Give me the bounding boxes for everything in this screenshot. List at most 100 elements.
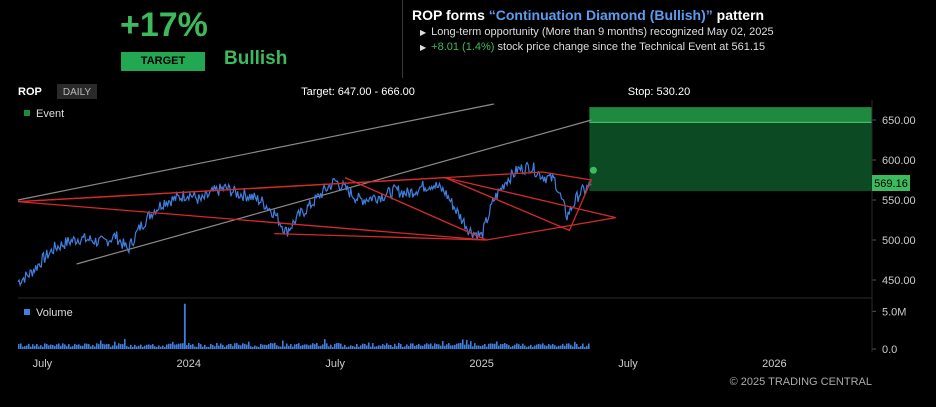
volume-bar [112,345,114,349]
volume-bar [108,343,110,349]
pattern-name-link[interactable]: “Continuation Diamond (Bullish)” [488,7,713,23]
volume-bar [404,346,406,349]
volume-bar [588,343,590,349]
volume-bar [200,344,202,349]
volume-bar [386,343,388,349]
volume-bar [524,345,526,349]
volume-bar [352,346,354,349]
volume-bar [516,343,518,349]
volume-bar [468,344,470,349]
volume-bar [498,345,500,349]
volume-bar [194,346,196,349]
volume-bar [82,345,84,349]
volume-bar [420,345,422,349]
volume-bar [56,344,58,349]
volume-bar [454,344,456,349]
target-text: Target: 647.00 - 666.00 [301,86,415,98]
volume-bar [364,343,366,349]
volume-bar [36,344,38,349]
volume-bar [530,344,532,349]
volume-bar [252,346,254,349]
volume-bar [66,346,68,349]
volume-bar [586,345,588,349]
volume-bar [366,345,368,349]
volume-bar [374,346,376,349]
volume-bar [378,345,380,349]
header-divider [402,0,403,78]
volume-bar [556,346,558,349]
volume-bar [180,343,182,349]
volume-bar [20,343,22,349]
interval-button[interactable]: DAILY [63,87,91,98]
volume-bar [102,343,104,349]
volume-bar [100,340,102,349]
event-marker[interactable] [589,166,597,174]
volume-bar [406,344,408,349]
volume-bar [532,346,534,349]
volume-bar [160,346,162,349]
interval-button-bg[interactable] [57,84,97,99]
target-range-band [589,107,872,123]
volume-bar [310,344,312,349]
price-chart-svg[interactable]: ROP DAILY Target: 647.00 - 666.00 Stop: … [0,82,936,402]
volume-bar [242,343,244,349]
volume-bar [570,344,572,349]
volume-bar [578,346,580,349]
volume-bar [254,345,256,349]
price-change-text: stock price change since the Technical E… [494,41,766,53]
volume-bar [442,341,444,349]
volume-bar [62,343,64,349]
volume-bar [334,343,336,349]
target-badge: TARGET [121,52,205,71]
volume-bar [204,344,206,349]
volume-bar [42,346,44,349]
volume-bar [554,345,556,349]
volume-bar [536,344,538,349]
volume-bar [276,345,278,349]
volume-bar [268,344,270,349]
volume-bar [314,344,316,349]
volume-bar [136,346,138,349]
volume-bar [26,345,28,349]
volume-bar [390,344,392,349]
pattern-title: ROP forms “Continuation Diamond (Bullish… [412,7,764,23]
volume-bar [22,346,24,349]
volume-bar [286,343,288,349]
volume-bar [322,344,324,349]
volume-bar [294,344,296,349]
volume-bar [438,344,440,349]
volume-bar [456,343,458,349]
volume-bar [370,346,372,349]
volume-bar [148,344,150,349]
volume-bar [198,343,200,349]
volume-bar [464,344,466,349]
volume-bar [472,346,474,349]
volume-bar [476,345,478,349]
volume-bar [434,343,436,349]
volume-legend-label: Volume [36,307,73,319]
chart-area[interactable]: ROP DAILY Target: 647.00 - 666.00 Stop: … [0,82,936,402]
volume-bar [128,347,130,349]
bullet-arrow-icon: ▶ [420,43,427,52]
volume-bar [64,344,66,349]
volume-bar [274,342,276,349]
volume-bar [304,344,306,349]
volume-bar [218,345,220,349]
volume-bar [426,343,428,349]
volume-bar [510,346,512,349]
volume-bar [260,343,262,349]
volume-bar [40,345,42,349]
volume-bar [418,343,420,349]
volume-bar [158,345,160,349]
volume-bar [382,344,384,349]
volume-bar [324,339,326,349]
volume-bar [212,345,214,349]
volume-bar [24,346,26,349]
volume-bar [574,341,576,349]
volume-bar [228,344,230,349]
volume-bar [482,345,484,349]
volume-bar [558,345,560,349]
volume-bar [106,344,108,349]
volume-bar [520,345,522,349]
volume-bar [540,344,542,349]
